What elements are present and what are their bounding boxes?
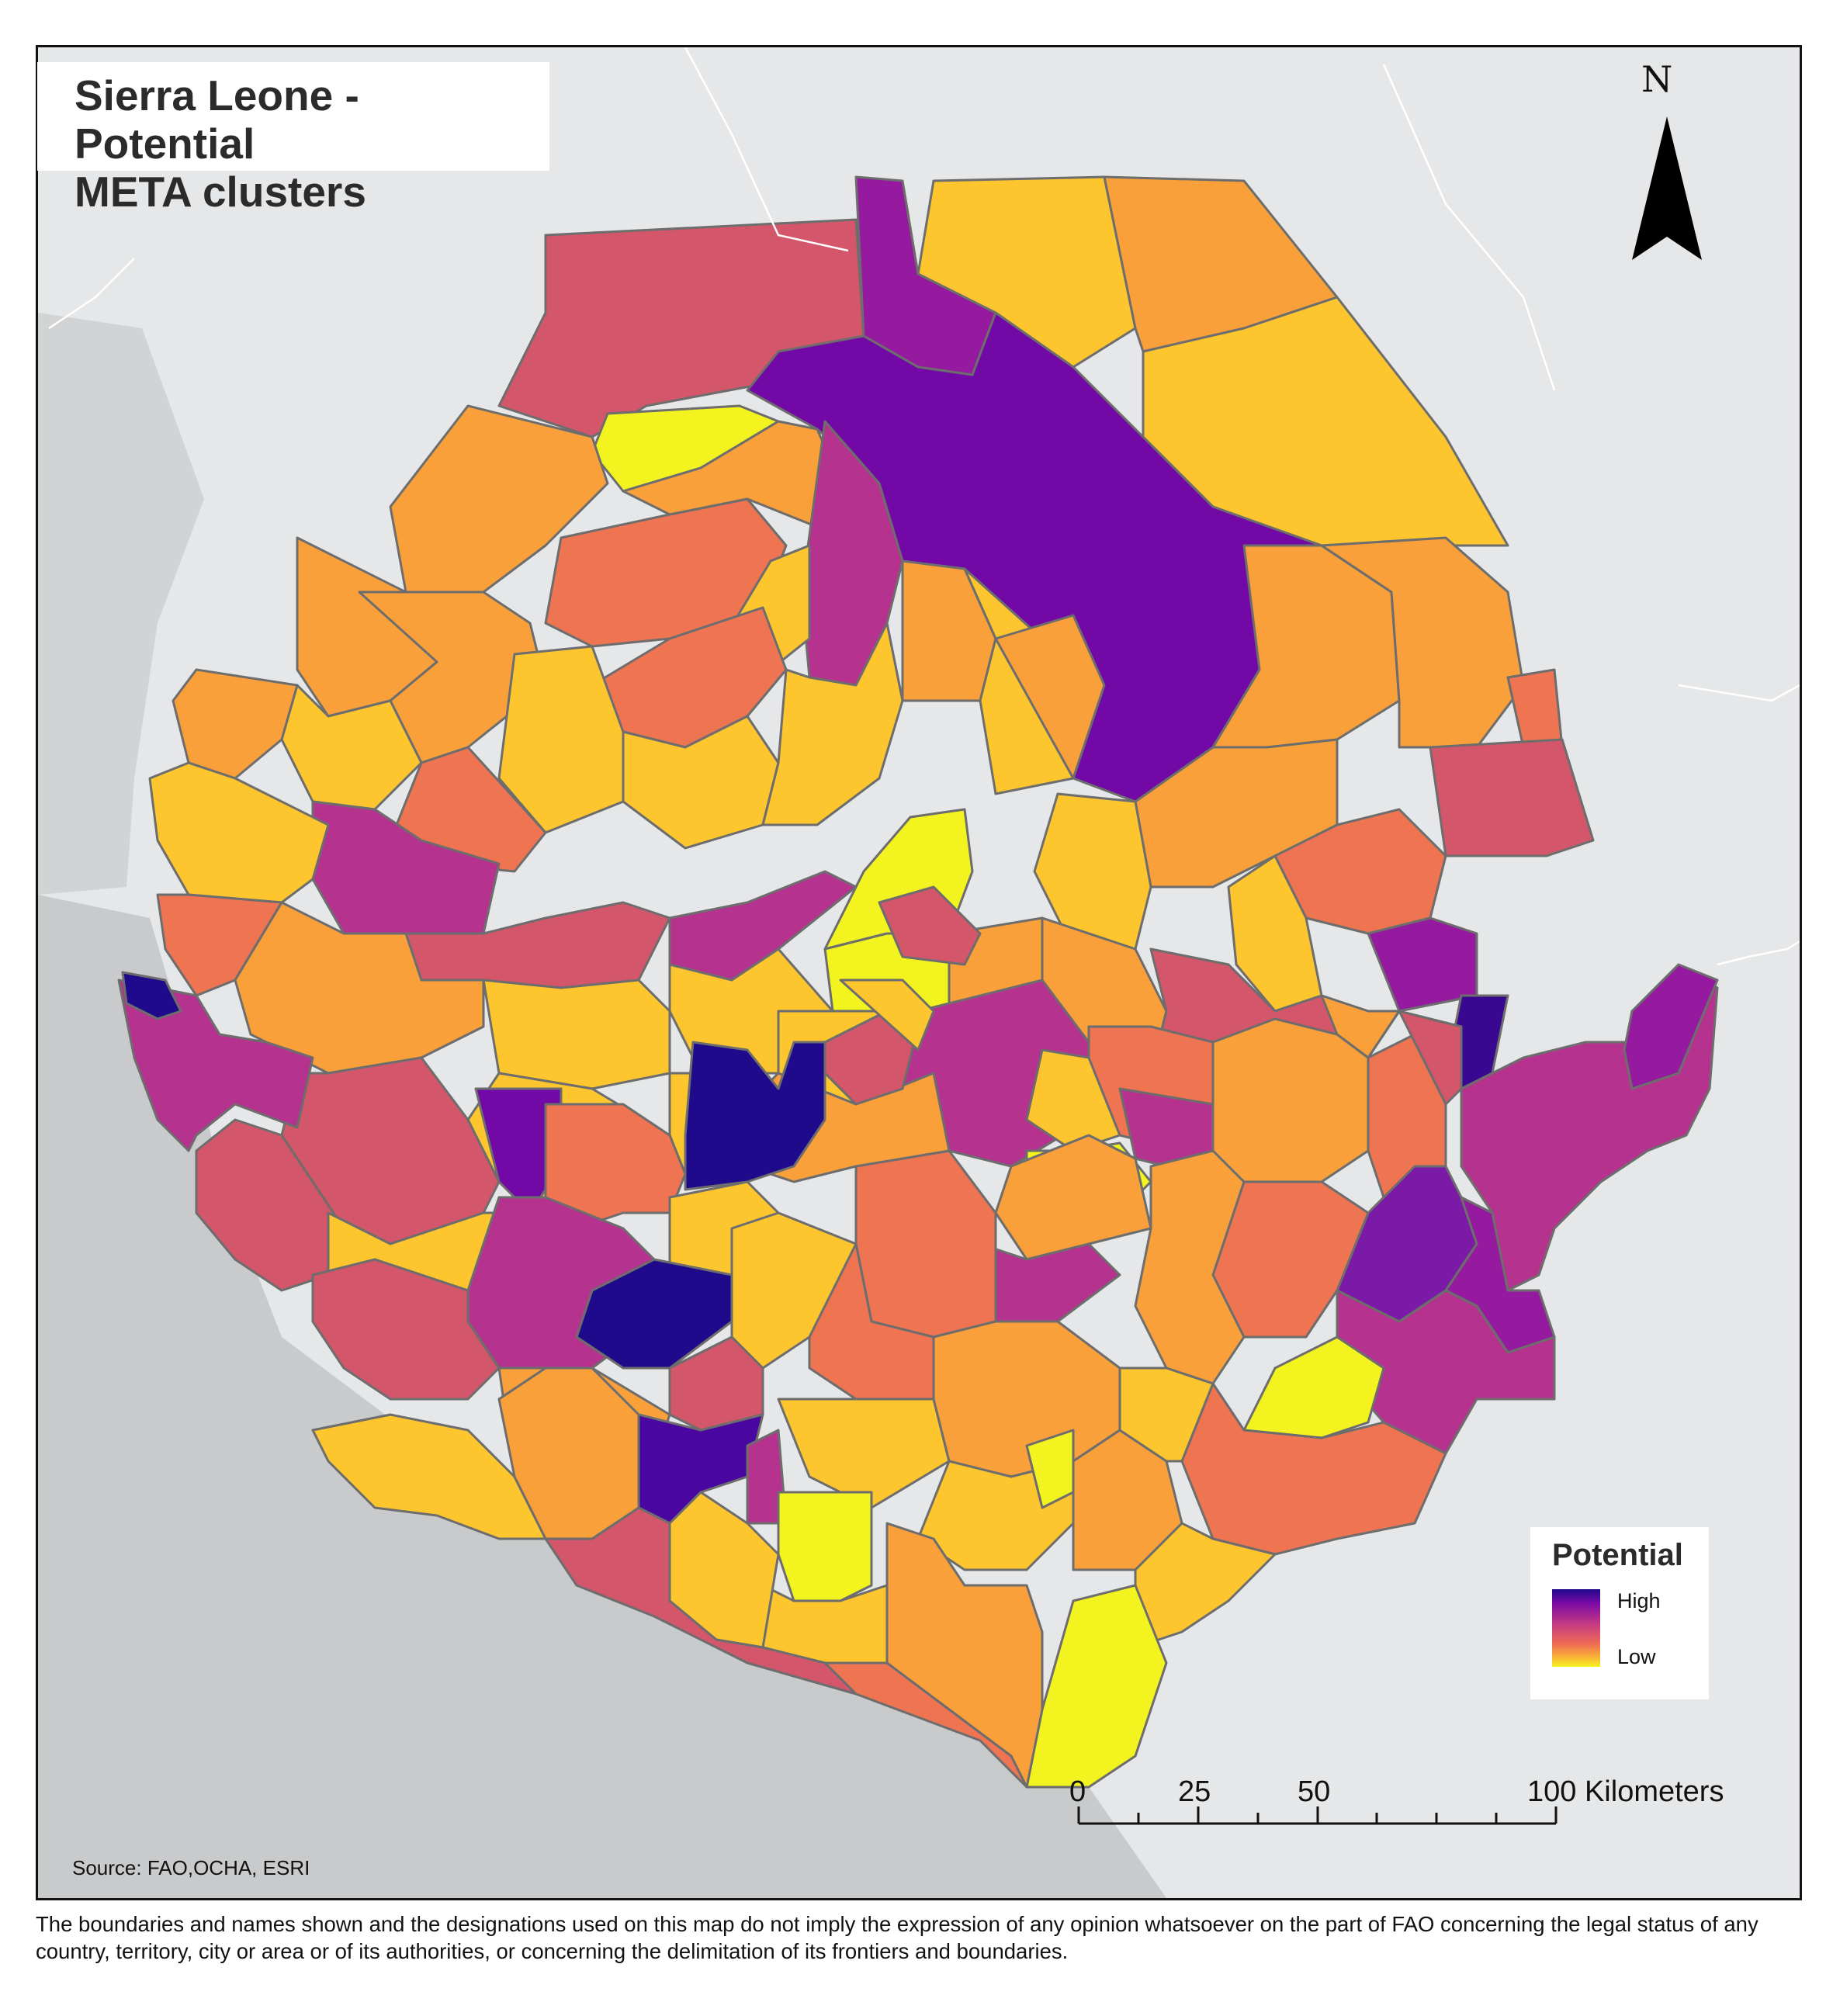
region[interactable] <box>979 1242 1121 1323</box>
sea-area <box>38 895 1166 1898</box>
region[interactable] <box>311 1413 547 1540</box>
region[interactable] <box>994 614 1106 780</box>
legend-title: Potential <box>1552 1538 1683 1572</box>
region[interactable] <box>878 885 982 966</box>
region[interactable] <box>1134 1149 1246 1385</box>
scale-label-50: 50 <box>1298 1775 1331 1808</box>
region[interactable] <box>823 1661 1028 1789</box>
region[interactable] <box>777 1491 873 1602</box>
map-frame <box>36 45 1802 1900</box>
region[interactable] <box>389 404 609 594</box>
legend-color-ramp <box>1552 1589 1600 1667</box>
region[interactable] <box>994 1134 1152 1261</box>
legend: Potential High Low <box>1530 1527 1709 1699</box>
region[interactable] <box>854 1149 997 1339</box>
region[interactable] <box>1367 916 1478 1013</box>
region[interactable] <box>1118 1367 1214 1463</box>
scale-bar <box>1077 1806 1558 1825</box>
region[interactable] <box>839 979 935 1051</box>
north-arrow-icon <box>1632 116 1702 260</box>
scale-label-100-kilometers: 100 Kilometers <box>1527 1775 1724 1808</box>
region[interactable] <box>172 668 299 780</box>
region[interactable] <box>575 1258 733 1370</box>
region[interactable] <box>121 971 182 1020</box>
region[interactable] <box>1025 1584 1168 1789</box>
legend-high-label: High <box>1617 1589 1661 1612</box>
region[interactable] <box>497 1367 640 1540</box>
region[interactable] <box>497 218 865 438</box>
region[interactable] <box>195 1118 345 1292</box>
region[interactable] <box>1336 1289 1556 1455</box>
region[interactable] <box>1623 963 1719 1090</box>
north-label: N <box>1641 58 1673 100</box>
region[interactable] <box>117 979 314 1152</box>
region[interactable] <box>1273 808 1447 935</box>
source-credit: Source: FAO,OCHA, ESRI <box>72 1856 310 1879</box>
region[interactable] <box>1506 668 1564 749</box>
map-title-line-2: META clusters <box>74 168 366 216</box>
country-boundaries <box>48 47 1800 966</box>
region[interactable] <box>1429 738 1595 857</box>
region[interactable] <box>482 979 671 1090</box>
region[interactable] <box>684 1041 826 1191</box>
disclaimer-text: The boundaries and names shown and the d… <box>36 1912 1759 1963</box>
map-title-box: Sierra Leone - Potential META clusters <box>37 62 549 216</box>
scale-label-25: 25 <box>1178 1775 1211 1808</box>
map-canvas[interactable] <box>38 47 1800 1898</box>
region[interactable] <box>1180 1382 1447 1556</box>
map-title-line-1: Sierra Leone - Potential <box>74 71 359 168</box>
legend-low-label: Low <box>1617 1645 1656 1668</box>
region[interactable] <box>761 622 904 826</box>
region[interactable] <box>1211 1017 1370 1183</box>
regions-layer <box>117 175 1719 1789</box>
region[interactable] <box>148 761 330 904</box>
sea-area-north <box>38 313 204 895</box>
region[interactable] <box>280 684 423 811</box>
region[interactable] <box>311 1258 501 1401</box>
region[interactable] <box>1320 994 1401 1059</box>
scale-label-0: 0 <box>1069 1775 1086 1808</box>
